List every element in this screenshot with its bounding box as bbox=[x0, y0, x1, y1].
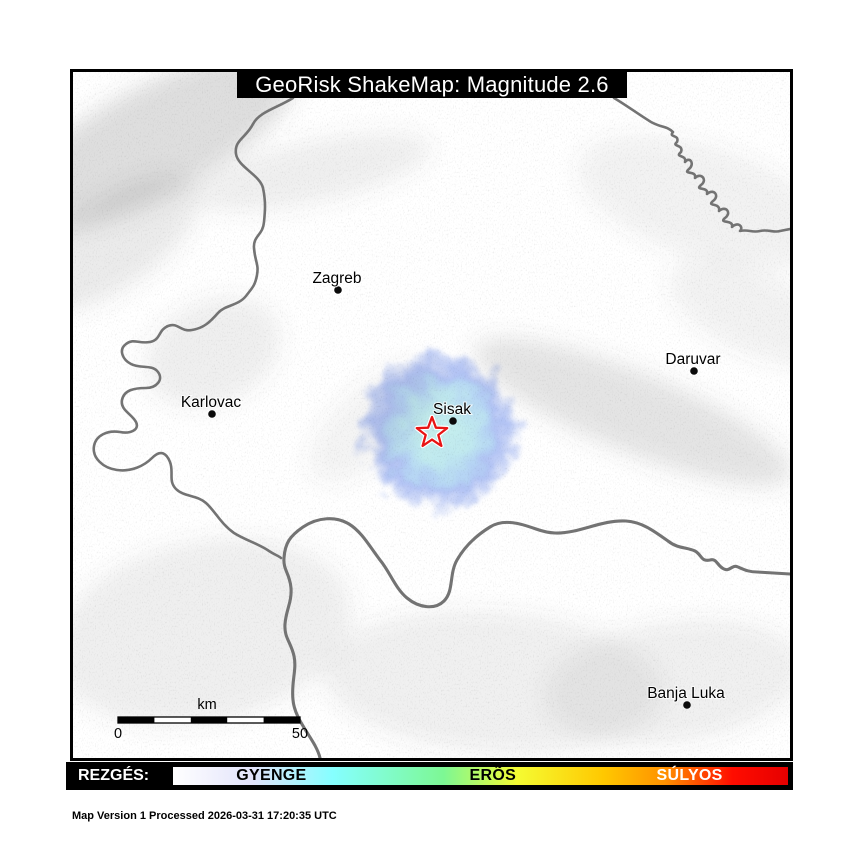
rivers bbox=[92, 96, 790, 758]
legend-category-súlyos: SÚLYOS bbox=[656, 767, 723, 784]
cities-layer: Zagreb Karlovac Sisak Daruvar Banja Luka bbox=[180, 269, 726, 709]
city-label-karlovac: Karlovac bbox=[181, 394, 242, 411]
city-marker-zagreb bbox=[334, 286, 342, 294]
epicenter-star-icon bbox=[414, 414, 450, 449]
legend-category-gyenge: GYENGE bbox=[236, 767, 307, 784]
city-label-daruvar: Daruvar bbox=[665, 351, 720, 368]
scale-bar-start-label: 0 bbox=[114, 726, 122, 742]
city-label-zagreb: Zagreb bbox=[312, 270, 361, 287]
city-marker-daruvar bbox=[690, 367, 698, 375]
shakemap-canvas: Zagreb Karlovac Sisak Daruvar Banja Luka km … bbox=[73, 72, 790, 758]
legend-gradient-bar: GYENGE ERÕS SÚLYOS bbox=[171, 765, 790, 787]
scale-bar-end-label: 50 bbox=[292, 726, 308, 742]
river-west bbox=[92, 96, 295, 560]
terrain-shading bbox=[73, 72, 790, 753]
legend-category-erõs: ERÕS bbox=[469, 767, 517, 784]
scale-bar: km 0 50 bbox=[114, 697, 308, 742]
city-label-banja-luka: Banja Luka bbox=[647, 685, 725, 702]
map-version-caption: Map Version 1 Processed 2026-03-31 17:20… bbox=[72, 810, 337, 822]
river-south bbox=[282, 517, 790, 758]
map-title: GeoRisk ShakeMap: Magnitude 2.6 bbox=[255, 71, 609, 97]
map-title-bar: GeoRisk ShakeMap: Magnitude 2.6 bbox=[237, 71, 627, 98]
city-marker-karlovac bbox=[208, 410, 216, 418]
map-frame: Zagreb Karlovac Sisak Daruvar Banja Luka km … bbox=[70, 69, 793, 761]
intensity-legend: REZGÉS: GYENGE ERÕS SÚLYOS bbox=[66, 762, 793, 790]
city-marker-banja-luka bbox=[683, 701, 691, 709]
scale-bar-unit-label: km bbox=[197, 697, 216, 713]
city-label-sisak: Sisak bbox=[433, 401, 471, 418]
city-marker-sisak bbox=[449, 417, 457, 425]
river-northeast bbox=[612, 96, 790, 233]
legend-title: REZGÉS: bbox=[78, 767, 150, 784]
